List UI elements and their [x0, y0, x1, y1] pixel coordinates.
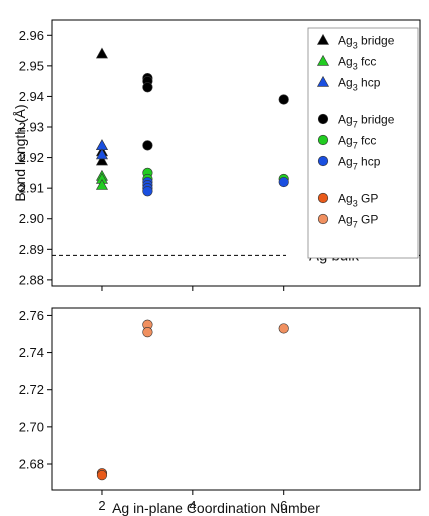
- ag3-fcc-point: [95, 178, 108, 190]
- y-tick-label: 2.72: [19, 382, 44, 397]
- y-tick-label: 2.74: [19, 345, 44, 360]
- lower-panel: 2.68 2.70 2.72 2.74 2.76: [19, 307, 421, 495]
- y-tick-label: 2.91: [19, 181, 44, 196]
- ag3-hcp-point: [95, 139, 108, 151]
- legend-entry: Ag3 fcc: [338, 55, 376, 72]
- y-tick-label: 2.92: [19, 150, 44, 165]
- ag7-bridge-point: [278, 94, 289, 105]
- ag7-gp-point: [278, 323, 289, 334]
- legend-marker: [317, 213, 329, 225]
- y-tick-label: 2.70: [19, 419, 44, 434]
- y-tick-label: 2.90: [19, 211, 44, 226]
- x-tick-label: 6: [280, 498, 287, 513]
- x-axis: 2 4 6: [98, 498, 287, 513]
- ag3-bridge-point: [95, 154, 108, 166]
- x-axis-title: Ag in-plane Coordination Number: [112, 500, 320, 516]
- ag7-bridge-point: [142, 82, 153, 93]
- y-tick-label: 2.88: [19, 272, 44, 287]
- legend-marker: [316, 75, 330, 87]
- legend-entry: Ag7 GP: [338, 213, 378, 230]
- legend-entry: Ag3 hcp: [338, 76, 381, 93]
- legend-entry: Ag3 bridge: [338, 34, 395, 51]
- y-tick-label: 2.76: [19, 308, 44, 323]
- ag7-gp-point: [142, 327, 153, 338]
- x-tick-label: 2: [98, 498, 105, 513]
- y-tick-label: 2.95: [19, 58, 44, 73]
- ag3-hcp-point: [95, 148, 108, 160]
- legend-entry: Ag3 GP: [338, 192, 378, 209]
- ag7-hcp-point: [278, 176, 289, 188]
- legend-entry: Ag7 fcc: [338, 134, 376, 151]
- legend-marker: [316, 54, 330, 66]
- legend-entry: Ag7 hcp: [338, 155, 381, 172]
- ag7-hcp-point: [142, 186, 153, 197]
- legend-marker: [317, 134, 329, 146]
- x-tick-label: 4: [189, 498, 196, 513]
- legend-entry: Ag7 bridge: [338, 113, 395, 130]
- y-tick-label: 2.68: [19, 457, 44, 472]
- legend-marker: [317, 113, 329, 125]
- ag3-bridge-point: [95, 47, 108, 59]
- legend-marker: [317, 155, 329, 167]
- lower-frame: [51, 307, 421, 491]
- y-tick-label: 2.89: [19, 242, 44, 257]
- legend: Ag3 bridge Ag3 fcc Ag3 hcp Ag7 bridge Ag7 fc…: [307, 27, 419, 259]
- y-axis-title: Bond length (Å): [12, 104, 28, 201]
- legend-marker: [317, 192, 329, 204]
- y-tick-label: 2.93: [19, 120, 44, 135]
- ag7-bridge-point: [142, 140, 153, 151]
- y-tick-label: 2.96: [19, 28, 44, 43]
- legend-marker: [316, 33, 330, 45]
- y-tick-label: 2.94: [19, 89, 44, 104]
- ag3-gp-point: [96, 470, 108, 481]
- upper-frame: [51, 19, 421, 287]
